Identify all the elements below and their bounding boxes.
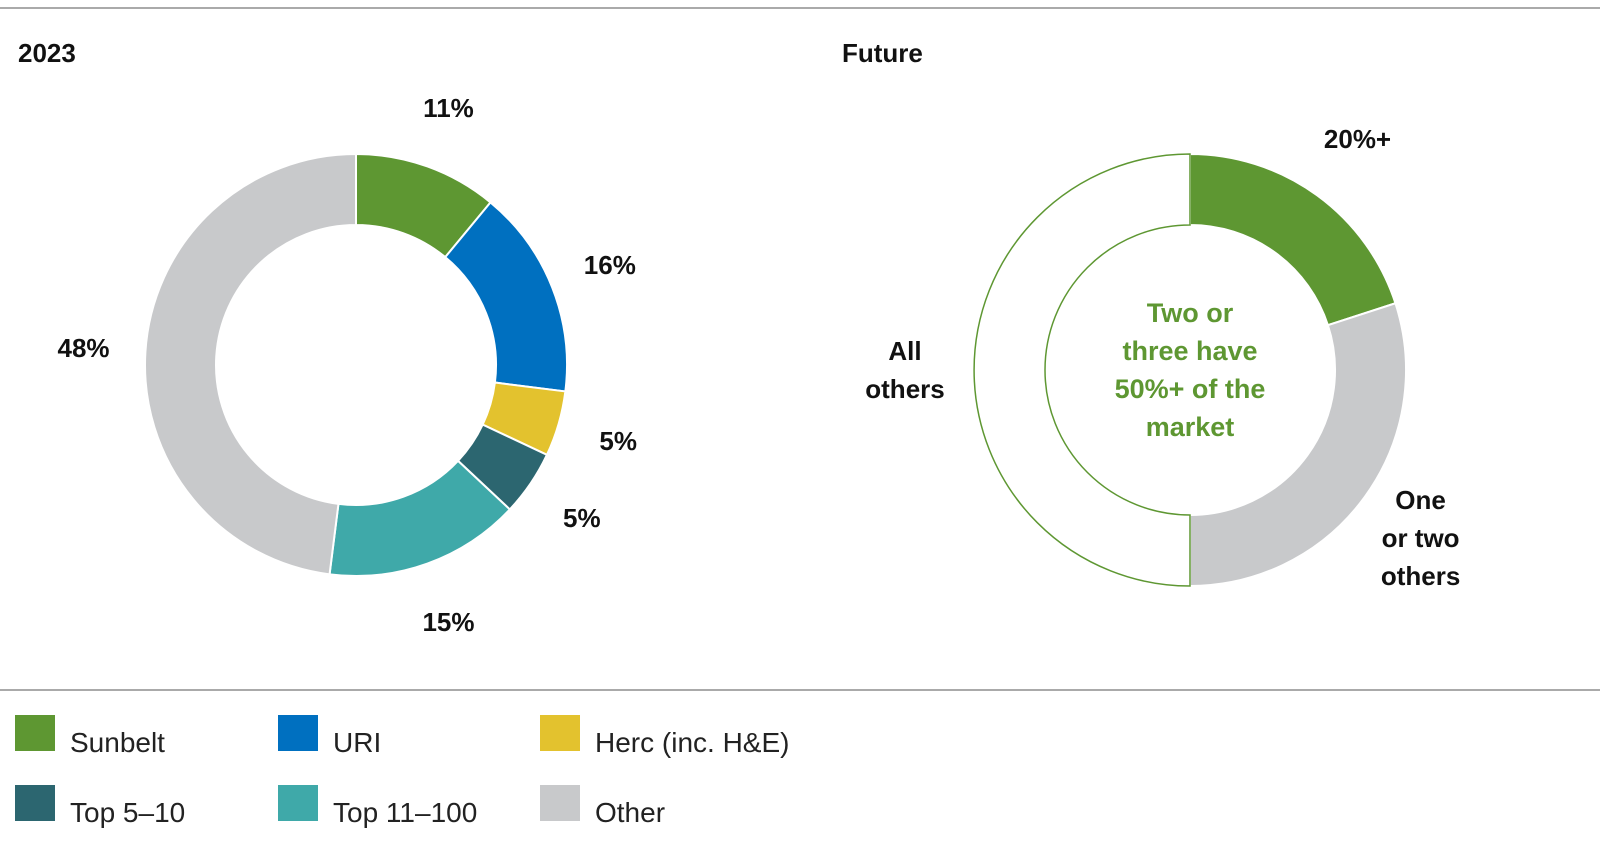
legend-item: Other bbox=[540, 785, 840, 828]
donut-segment bbox=[144, 152, 357, 576]
legend-swatch bbox=[540, 785, 580, 821]
legend-label: Herc (inc. H&E) bbox=[595, 727, 790, 758]
value-label: 48% bbox=[57, 332, 110, 363]
value-label: 5% bbox=[599, 426, 637, 457]
legend: Sunbelt URI Herc (inc. H&E) Top 5–10 Top 11–… bbox=[15, 715, 840, 828]
chart-title: 2023 bbox=[18, 38, 76, 68]
value-label: 5% bbox=[562, 503, 601, 534]
legend-swatch bbox=[540, 715, 580, 751]
center-annotation: Two or three have 50%+ of the market bbox=[1114, 298, 1266, 442]
legend-swatch bbox=[15, 785, 55, 821]
donut-segment bbox=[973, 153, 1191, 587]
chart-title: Future bbox=[842, 38, 923, 68]
legend-item: Sunbelt bbox=[15, 715, 278, 758]
value-label: 11% bbox=[423, 93, 474, 124]
value-label: 15% bbox=[422, 606, 475, 637]
segment-label: All others bbox=[865, 336, 945, 404]
segment-label: One or two others bbox=[1380, 484, 1461, 591]
legend-item: Herc (inc. H&E) bbox=[540, 715, 840, 758]
value-label: 20%+ bbox=[1323, 124, 1392, 155]
legend-swatch bbox=[15, 715, 55, 751]
legend-label: Top 5–10 bbox=[70, 797, 186, 828]
legend-item: Top 11–100 bbox=[278, 785, 540, 828]
legend-item: Top 5–10 bbox=[15, 785, 278, 828]
legend-label: URI bbox=[333, 727, 382, 758]
value-label: 16% bbox=[583, 249, 636, 280]
legend-label: Other bbox=[595, 797, 666, 828]
legend-item: URI bbox=[278, 715, 540, 758]
donut-segment bbox=[1189, 301, 1407, 588]
legend-label: Top 11–100 bbox=[333, 797, 478, 828]
legend-label: Sunbelt bbox=[70, 727, 165, 758]
legend-swatch bbox=[278, 715, 318, 751]
legend-swatch bbox=[278, 785, 318, 821]
